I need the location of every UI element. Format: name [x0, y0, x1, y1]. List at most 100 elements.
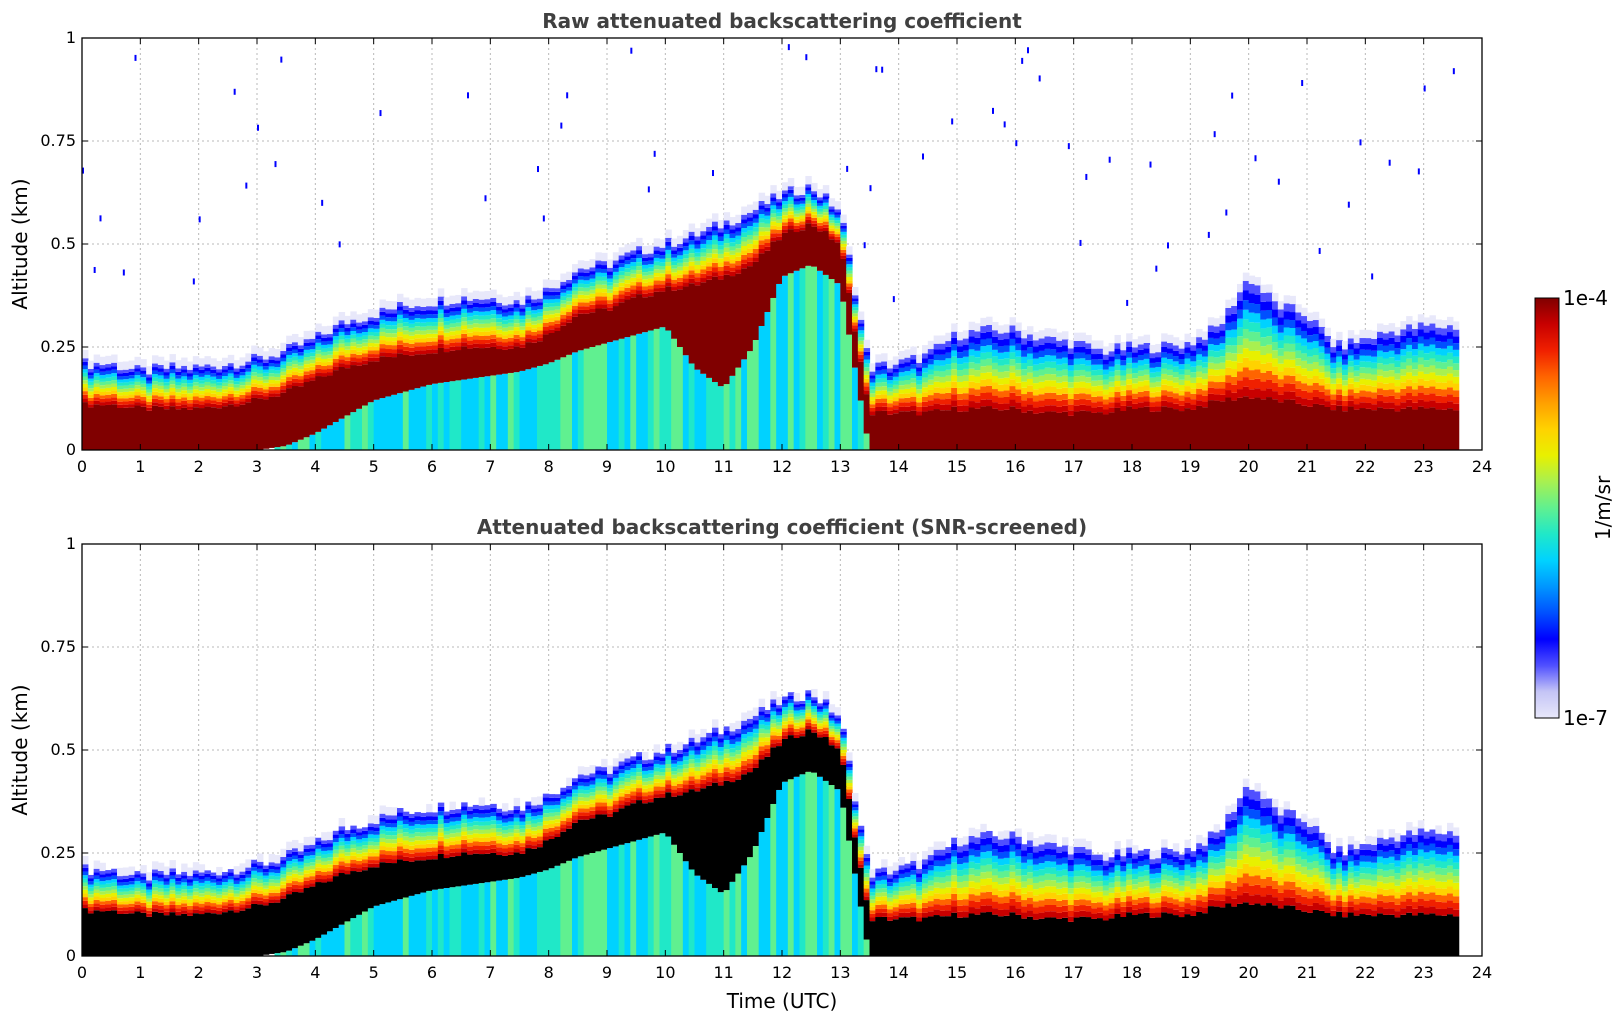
heatmap-cell — [642, 254, 648, 258]
heatmap-cell — [1418, 351, 1424, 358]
heatmap-cell — [140, 374, 146, 377]
heatmap-cell — [765, 239, 771, 243]
heatmap-cell — [1155, 377, 1161, 382]
heatmap-cell — [584, 310, 590, 314]
heatmap-cell — [1249, 293, 1255, 303]
heatmap-cell — [280, 354, 286, 357]
heatmap-cell — [82, 398, 88, 402]
heatmap-cell — [140, 394, 146, 397]
heatmap-column — [922, 153, 928, 450]
heatmap-cell — [1284, 383, 1290, 391]
heatmap-cell — [689, 363, 695, 450]
heatmap-cell — [280, 351, 286, 354]
heatmap-column — [117, 868, 123, 956]
heatmap-cell — [520, 323, 526, 327]
heatmap-cell — [1348, 202, 1350, 208]
heatmap-cell — [514, 339, 520, 343]
heatmap-cell — [193, 372, 199, 376]
heatmap-cell — [380, 336, 386, 340]
heatmap-cell — [1313, 348, 1319, 355]
heatmap-cell — [689, 253, 695, 257]
heatmap-cell — [730, 246, 736, 250]
heatmap-cell — [298, 865, 304, 868]
heatmap-cell — [823, 225, 829, 228]
heatmap-cell — [951, 344, 957, 350]
heatmap-cell — [508, 373, 514, 450]
heatmap-cell — [170, 362, 176, 366]
heatmap-cell — [1325, 366, 1331, 372]
heatmap-cell — [969, 395, 975, 401]
heatmap-cell — [310, 862, 316, 865]
heatmap-cell — [362, 332, 368, 336]
heatmap-cell — [1010, 386, 1016, 393]
heatmap-cell — [700, 269, 706, 273]
heatmap-cell — [1237, 389, 1243, 398]
heatmap-cell — [555, 295, 561, 299]
heatmap-column — [123, 269, 129, 450]
heatmap-cell — [158, 863, 164, 871]
heatmap-cell — [800, 230, 806, 268]
y-tick-label: 0.25 — [40, 337, 76, 356]
heatmap-cell — [1144, 391, 1150, 396]
heatmap-cell — [875, 391, 881, 395]
heatmap-cell — [875, 403, 881, 407]
heatmap-cell — [1085, 360, 1091, 366]
heatmap-cell — [613, 291, 619, 295]
heatmap-column — [327, 832, 333, 956]
heatmap-column — [146, 366, 152, 450]
heatmap-cell — [940, 399, 946, 405]
heatmap-cell — [724, 261, 730, 266]
heatmap-cell — [881, 403, 887, 407]
heatmap-cell — [1365, 403, 1371, 409]
panel-screened-title: Attenuated backscattering coefficient (S… — [477, 515, 1087, 539]
heatmap-cell — [304, 943, 310, 956]
heatmap-cell — [1015, 389, 1021, 396]
heatmap-cell — [1301, 376, 1307, 383]
heatmap-cell — [1342, 406, 1348, 411]
heatmap-cell — [881, 382, 887, 386]
heatmap-cell — [327, 358, 333, 361]
heatmap-cell — [187, 393, 193, 396]
heatmap-cell — [269, 879, 275, 882]
heatmap-cell — [1430, 393, 1436, 400]
heatmap-cell — [1342, 370, 1348, 375]
heatmap-cell — [117, 905, 123, 908]
heatmap-cell — [146, 893, 152, 896]
heatmap-cell — [409, 324, 415, 328]
heatmap-cell — [1284, 327, 1290, 335]
heatmap-cell — [1395, 367, 1401, 373]
heatmap-cell — [123, 904, 129, 907]
heatmap-cell — [1155, 387, 1161, 392]
heatmap-cell — [1412, 376, 1418, 383]
heatmap-cell — [315, 335, 321, 339]
heatmap-cell — [105, 398, 111, 401]
heatmap-cell — [788, 186, 794, 190]
heatmap-cell — [782, 226, 788, 230]
heatmap-cell — [485, 817, 491, 821]
heatmap-cell — [228, 910, 234, 956]
heatmap-cell — [275, 903, 281, 953]
heatmap-cell — [613, 252, 619, 260]
heatmap-cell — [129, 910, 135, 913]
heatmap-cell — [350, 826, 356, 830]
heatmap-cell — [735, 274, 741, 368]
heatmap-cell — [1307, 364, 1313, 371]
heatmap-cell — [175, 385, 181, 388]
heatmap-cell — [117, 399, 123, 402]
heatmap-cell — [1173, 351, 1179, 356]
heatmap-cell — [315, 358, 321, 362]
heatmap-cell — [181, 893, 187, 897]
heatmap-cell — [1237, 336, 1243, 345]
heatmap-column — [642, 246, 648, 450]
heatmap-cell — [1418, 344, 1424, 351]
heatmap-cell — [100, 905, 106, 908]
heatmap-cell — [304, 859, 310, 863]
heatmap-cell — [1342, 349, 1348, 354]
heatmap-cell — [683, 238, 689, 242]
heatmap-cell — [642, 297, 648, 332]
heatmap-cell — [362, 353, 368, 357]
heatmap-cell — [934, 409, 940, 450]
heatmap-cell — [1062, 376, 1068, 382]
heatmap-cell — [450, 296, 456, 304]
heatmap-cell — [409, 328, 415, 332]
